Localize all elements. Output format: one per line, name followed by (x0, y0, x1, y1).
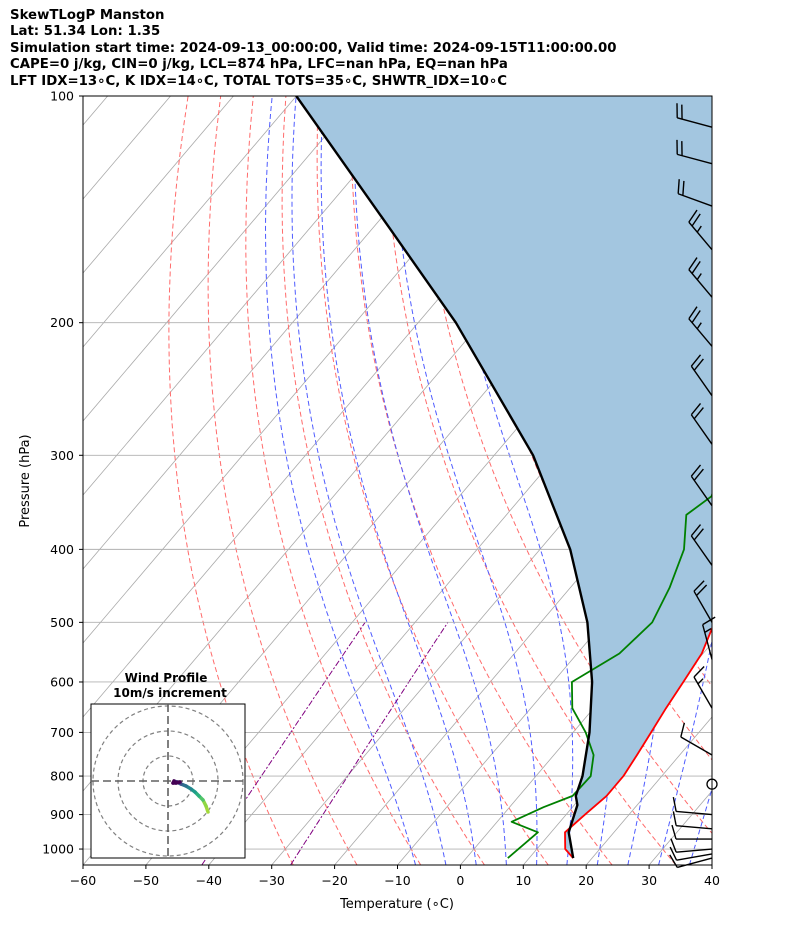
y-tick-label: 700 (50, 725, 74, 740)
wind-barb (671, 824, 712, 840)
isotherm-line (397, 494, 712, 865)
x-tick-label: 40 (704, 873, 720, 888)
simulation-time-line: Simulation start time: 2024-09-13_00:00:… (10, 40, 617, 56)
moist-adiabat-line (353, 96, 507, 865)
wind-barbs (669, 103, 718, 869)
y-tick-label: 100 (50, 89, 74, 104)
x-tick-label: −20 (321, 873, 347, 888)
temperature-profile (564, 626, 712, 859)
dry-adiabat-line (742, 96, 794, 865)
wind-barb (676, 103, 713, 128)
sounding-profiles (295, 96, 712, 859)
wind-barb (670, 838, 713, 853)
y-tick-label: 500 (50, 615, 74, 630)
cape-line: CAPE=0 j/kg, CIN=0 j/kg, LCL=874 hPa, LF… (10, 57, 508, 73)
isotherm-line (711, 864, 712, 865)
moist-adiabat-line (320, 96, 477, 865)
isotherm-line (208, 272, 712, 865)
wind-barb (672, 811, 713, 830)
y-tick-label: 800 (50, 769, 74, 784)
x-tick-label: −40 (196, 873, 222, 888)
x-tick-label: −30 (259, 873, 285, 888)
x-axis-label: Temperature (∘C) (339, 897, 454, 912)
wind-barb (680, 722, 713, 756)
x-tick-label: −50 (133, 873, 159, 888)
y-tick-label: 1000 (42, 842, 74, 857)
dry-adiabat-line (207, 96, 358, 865)
moist-adiabat-line (391, 96, 538, 865)
moist-adiabat-line (658, 96, 712, 865)
wind-barb (676, 139, 713, 165)
wind-barb (672, 797, 713, 816)
wind-barb (690, 464, 713, 507)
moist-adiabat-line (720, 96, 794, 865)
cin-shaded-area (296, 96, 712, 859)
inset-title: Wind Profile (125, 671, 208, 685)
x-tick-label: 30 (641, 873, 657, 888)
wind-barb (690, 402, 713, 445)
x-tick-label: 20 (578, 873, 594, 888)
wind-barb (669, 846, 713, 861)
mixing-ratio-line (201, 622, 366, 865)
wind-barb (690, 524, 713, 566)
x-tick-label: 10 (515, 873, 531, 888)
dewpoint-profile (507, 491, 712, 859)
inset-subtitle: 10m/s increment (113, 686, 227, 700)
wind-barb (688, 306, 713, 347)
dry-adiabat-line (480, 96, 712, 688)
isotherm-line (83, 96, 297, 348)
y-tick-label: 900 (50, 807, 74, 822)
wind-barb (688, 257, 713, 298)
y-axis-ticks: 100 200 300 400 500 600 700 800 900 1000 (42, 89, 83, 857)
moist-adiabat-line (264, 96, 416, 865)
hodograph-trace (174, 780, 182, 785)
wind-profile-inset: Wind Profile 10m/s increment (90, 671, 246, 859)
indices-line: LFT IDX=13∘C, K IDX=14∘C, TOTAL TOTS=35∘… (10, 73, 508, 89)
dry-adiabat-line (383, 96, 677, 865)
x-tick-label: −60 (70, 873, 96, 888)
dry-adiabat-line (708, 96, 712, 106)
location-line: Lat: 51.34 Lon: 1.35 (10, 24, 161, 40)
y-tick-label: 600 (50, 674, 74, 689)
x-axis-ticks: −60 −50 −40 −30 −20 −10 0 10 20 30 40 (70, 865, 720, 888)
y-tick-label: 200 (50, 315, 74, 330)
isotherm-line (460, 568, 712, 865)
wind-barb (677, 179, 713, 207)
x-tick-label: −10 (384, 873, 410, 888)
isotherm-line (775, 96, 794, 865)
isotherm-line (585, 716, 712, 865)
dry-adiabat-line (168, 96, 294, 865)
chart-title: SkewTLogP Manston (10, 8, 165, 23)
wind-barb (693, 580, 713, 623)
dry-adiabat-line (350, 96, 613, 865)
y-tick-label: 300 (50, 448, 74, 463)
isotherm-line (83, 96, 486, 570)
isotherm-line (83, 96, 360, 422)
wind-barb (702, 616, 716, 660)
wind-barb (688, 209, 713, 251)
dry-adiabat-line (775, 96, 794, 865)
dry-adiabat-line (245, 96, 422, 865)
parcel-path (295, 96, 594, 859)
isotherm-line (83, 96, 234, 274)
mixing-ratio-line (290, 622, 449, 865)
x-tick-label: 0 (456, 873, 464, 888)
wind-barb (693, 666, 713, 709)
y-axis-label: Pressure (hPa) (18, 434, 33, 527)
isotherm-line (83, 96, 423, 496)
chart-header: SkewTLogP Manston Lat: 51.34 Lon: 1.35 S… (10, 8, 617, 90)
dry-adiabat-line (316, 96, 549, 865)
wind-barb (690, 354, 713, 397)
y-tick-label: 400 (50, 542, 74, 557)
dry-adiabat-line (281, 96, 485, 865)
